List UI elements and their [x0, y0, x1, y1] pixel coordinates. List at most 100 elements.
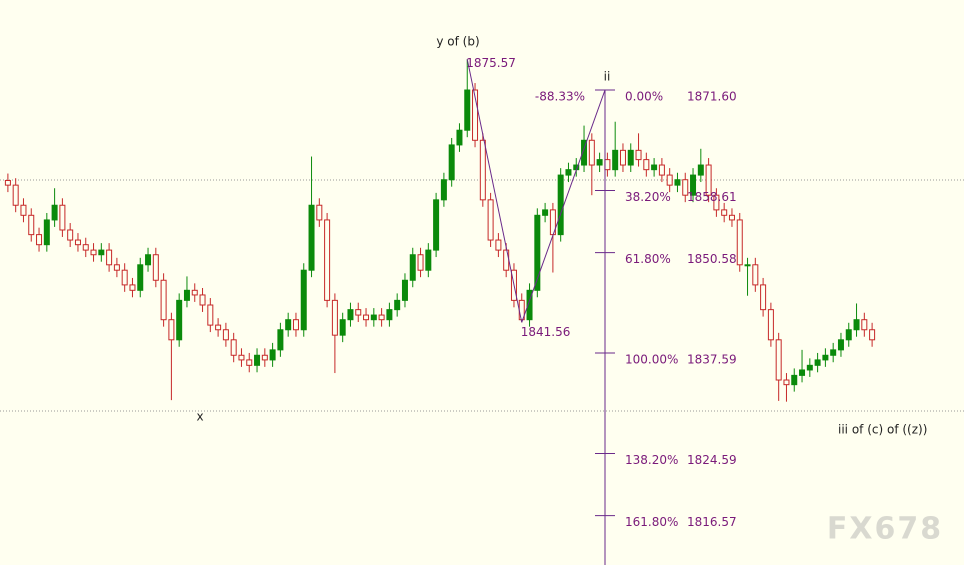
candle-body — [456, 129, 463, 146]
candle-body — [20, 204, 27, 216]
candle-body — [752, 264, 759, 286]
candle-body — [331, 299, 338, 336]
candle-body — [775, 339, 782, 381]
candle-body — [129, 284, 136, 291]
candle-body — [425, 249, 432, 271]
candle-body — [74, 239, 81, 246]
candle-body — [557, 174, 564, 236]
candle-body — [697, 164, 704, 176]
fib-ratio: 138.20% — [625, 453, 678, 467]
fib-price: 1816.57 — [687, 515, 737, 529]
fib-ratio: 38.20% — [625, 190, 671, 204]
candle-body — [565, 169, 572, 176]
candle-body — [98, 249, 105, 256]
candle-body — [401, 279, 408, 301]
candle-body — [674, 179, 681, 186]
candle-body — [316, 204, 323, 221]
candle-body — [300, 269, 307, 331]
candle-body — [36, 234, 43, 246]
candle-body — [43, 219, 50, 246]
candle-body — [666, 174, 673, 186]
candle-body — [799, 369, 806, 376]
fib-price: 1837.59 — [687, 353, 737, 367]
candle-body — [269, 349, 276, 361]
fib-ratio: 100.00% — [625, 353, 678, 367]
candle-body — [285, 319, 292, 331]
candle-body — [409, 254, 416, 281]
candle-body — [635, 149, 642, 161]
candle-body — [433, 199, 440, 251]
candle-body — [440, 179, 447, 201]
fib-price: 1871.60 — [687, 90, 737, 104]
candle-body — [59, 204, 66, 231]
candle-body — [596, 159, 603, 166]
candle-body — [853, 319, 860, 331]
candle-body — [324, 219, 331, 301]
candle-body — [806, 364, 813, 371]
candle-body — [619, 149, 626, 166]
candle-body — [643, 159, 650, 171]
candle-body — [830, 349, 837, 356]
wave-label: iii of (c) of ((z)) — [838, 423, 927, 437]
candle-body — [534, 214, 541, 291]
candle-body — [658, 164, 665, 176]
candle-body — [713, 194, 720, 211]
candle-body — [137, 264, 144, 291]
candle-body — [121, 269, 128, 286]
candle-body — [183, 289, 190, 301]
wave-label: y of (b) — [436, 35, 479, 49]
wave-label: x — [196, 410, 203, 424]
candle-body — [191, 289, 198, 296]
candle-body — [106, 249, 113, 266]
candle-body — [791, 374, 798, 386]
candle-body — [160, 279, 167, 321]
candle-body — [292, 319, 299, 331]
candle-body — [152, 254, 159, 281]
candle-body — [176, 299, 183, 341]
candle-body — [28, 214, 35, 236]
candle-body — [82, 244, 89, 251]
candle-body — [51, 204, 58, 221]
candle-body — [612, 149, 619, 171]
candle-body — [261, 354, 268, 361]
candle-body — [627, 149, 634, 166]
candle-body — [355, 309, 362, 316]
candle-body — [308, 204, 315, 271]
fib-price: 1858.61 — [687, 190, 737, 204]
candle-body — [199, 294, 206, 306]
watermark: FX678 — [827, 512, 943, 547]
fib-price: 1850.58 — [687, 252, 737, 266]
candle-body — [207, 304, 214, 326]
candle-body — [230, 339, 237, 356]
candle-body — [728, 214, 735, 221]
candle-body — [215, 324, 222, 331]
candle-body — [254, 354, 261, 366]
candle-body — [339, 319, 346, 336]
fib-price: 1824.59 — [687, 453, 737, 467]
candle-body — [246, 359, 253, 366]
candle-body — [464, 89, 471, 131]
candle-body — [347, 309, 354, 321]
candle-body — [4, 179, 11, 186]
candle-body — [736, 219, 743, 266]
candle-body — [721, 209, 728, 216]
zigzag — [521, 89, 606, 323]
price-label: 1841.56 — [521, 325, 571, 339]
fib-ratio: 161.80% — [625, 515, 678, 529]
candle-body — [744, 264, 751, 267]
candle-body — [222, 329, 229, 341]
candle-body — [604, 159, 611, 171]
retrace-label: -88.33% — [535, 90, 585, 104]
candle-body — [386, 309, 393, 321]
candle-body — [845, 329, 852, 341]
candle-body — [588, 139, 595, 166]
candle-body — [767, 309, 774, 341]
candle-body — [690, 174, 697, 196]
candle-body — [760, 284, 767, 311]
candle-body — [12, 184, 19, 206]
zigzag — [466, 59, 523, 323]
candle-body — [682, 179, 689, 196]
candle-body — [113, 264, 120, 271]
candle-body — [277, 329, 284, 351]
